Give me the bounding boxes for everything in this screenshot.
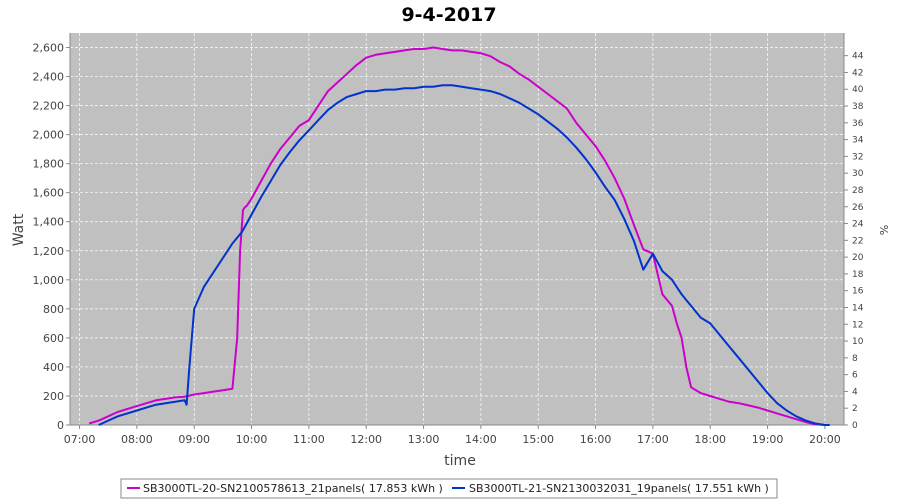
y2-tick-label: 32	[852, 152, 863, 162]
x-tick-label: 07:00	[64, 433, 96, 446]
y2-tick-label: 4	[852, 387, 858, 397]
series-line-sb3000tl-20	[88, 46, 830, 426]
y2-tick-label: 42	[852, 68, 863, 78]
y-tick-label: 2,400	[33, 71, 65, 84]
y-axis-right: 0246810121416182022242628303234363840424…	[843, 33, 864, 431]
x-tick-label: 10:00	[236, 433, 268, 446]
y2-tick-label: 14	[852, 303, 864, 313]
x-tick-label: 11:00	[293, 433, 325, 446]
legend-label-sb3000tl-21: SB3000TL-21-SN2130032031_19panels( 17.55…	[469, 482, 769, 495]
y-tick-label: 1,800	[33, 158, 65, 171]
x-tick-label: 12:00	[350, 433, 382, 446]
y-tick-label: 600	[43, 332, 64, 345]
y2-tick-label: 28	[852, 186, 864, 196]
y-tick-label: 1,400	[33, 216, 65, 229]
x-axis-label: time	[444, 453, 476, 469]
y2-tick-label: 38	[852, 102, 864, 112]
y2-tick-label: 26	[852, 203, 864, 213]
y2-tick-label: 34	[852, 136, 864, 146]
x-tick-label: 13:00	[408, 433, 440, 446]
y-tick-label: 2,600	[33, 42, 65, 55]
y-tick-label: 800	[43, 303, 64, 316]
y2-tick-label: 6	[852, 371, 858, 381]
y-tick-label: 1,600	[33, 187, 65, 200]
y2-tick-label: 18	[852, 270, 864, 280]
series-lines	[88, 46, 830, 426]
x-tick-label: 17:00	[637, 433, 669, 446]
y-tick-label: 1,200	[33, 245, 65, 258]
y-tick-label: 2,200	[33, 100, 65, 113]
x-axis: 07:00 08:00 09:00 10:00 11:00 12:00 13:00 14:00…	[64, 424, 844, 446]
y-axis-right-label: %	[877, 225, 890, 235]
y-tick-label: 200	[43, 390, 64, 403]
y2-tick-label: 8	[852, 354, 858, 364]
x-tick-label: 14:00	[465, 433, 497, 446]
x-tick-label: 18:00	[694, 433, 726, 446]
y2-tick-label: 24	[852, 220, 864, 230]
y2-tick-label: 36	[852, 119, 864, 129]
y2-tick-label: 30	[852, 169, 864, 179]
y2-tick-label: 40	[852, 85, 864, 95]
x-tick-label: 16:00	[580, 433, 612, 446]
x-tick-label: 08:00	[121, 433, 153, 446]
x-tick-label: 20:00	[809, 433, 841, 446]
y-axis-label: Watt	[11, 213, 27, 246]
y2-tick-label: 22	[852, 236, 863, 246]
x-tick-label: 15:00	[522, 433, 554, 446]
y2-tick-label: 2	[852, 404, 858, 414]
x-tick-label: 09:00	[178, 433, 210, 446]
legend-box	[120, 478, 778, 499]
y2-tick-label: 16	[852, 287, 864, 297]
y2-tick-label: 10	[852, 337, 864, 347]
y-tick-label: 0	[57, 419, 64, 432]
grid-lines	[70, 33, 844, 426]
y-axis-left: 0 200 400 600 800 1,000 1,200 1,400 1,600 1,800 2,…	[33, 33, 71, 432]
y-tick-label: 400	[43, 361, 64, 374]
y2-tick-label: 12	[852, 320, 863, 330]
x-tick-label: 19:00	[752, 433, 784, 446]
y-tick-label: 2,000	[33, 129, 65, 142]
y2-tick-label: 44	[852, 52, 864, 62]
y-tick-label: 1,000	[33, 274, 65, 287]
y2-tick-label: 0	[852, 421, 858, 431]
y2-tick-label: 20	[852, 253, 864, 263]
series-line-sb3000tl-21	[98, 84, 830, 426]
plot-area	[70, 33, 844, 425]
chart-title: 9-4-2017	[401, 4, 496, 26]
legend-label-sb3000tl-20: SB3000TL-20-SN2100578613_21panels( 17.85…	[143, 482, 443, 495]
